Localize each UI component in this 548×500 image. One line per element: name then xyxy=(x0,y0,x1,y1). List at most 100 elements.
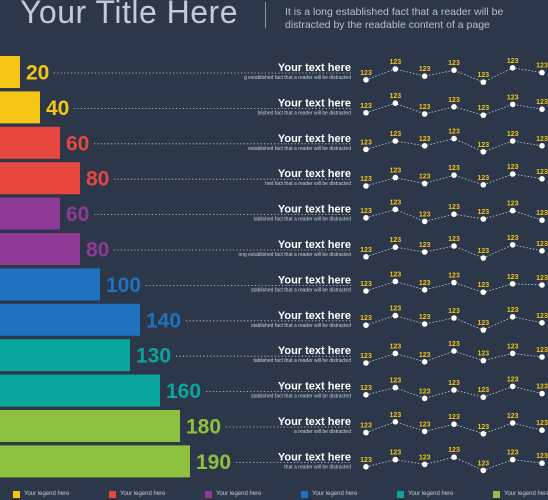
sparkline-point xyxy=(539,460,545,467)
sparkline-point xyxy=(392,66,399,72)
sparkline-point xyxy=(451,315,457,321)
bar-value-label: 80 xyxy=(86,239,109,262)
sparkline-point xyxy=(363,464,369,470)
legend-label: Your legend here xyxy=(312,491,358,497)
sparkline-point xyxy=(480,467,487,474)
sparkline-point-label: 123 xyxy=(448,204,460,211)
bar-7 xyxy=(0,268,100,301)
bar-value-label: 190 xyxy=(196,451,231,474)
sparkline-point-label: 123 xyxy=(507,164,519,171)
sparkline-point xyxy=(392,244,399,250)
sparkline-point xyxy=(363,77,369,83)
legend-label: Your legend here xyxy=(216,491,262,497)
row-title: Your text here xyxy=(278,168,351,180)
sparkline-point xyxy=(392,138,399,144)
sparkline-point xyxy=(421,287,428,293)
sparkline-point-label: 123 xyxy=(389,378,401,385)
row-subtitle: stablished fact that a reader will be di… xyxy=(251,394,351,400)
sparkline-point-label: 123 xyxy=(389,59,401,66)
sparkline-point xyxy=(392,278,399,285)
sparkline-point-label: 123 xyxy=(507,235,519,242)
sparkline-point-label: 123 xyxy=(389,93,401,100)
sparkline-point xyxy=(392,350,399,357)
sparkline-point xyxy=(539,427,545,434)
sparkline-point-label: 123 xyxy=(419,314,431,321)
sparkline-point-label: 123 xyxy=(448,341,460,348)
sparkline-point-label: 123 xyxy=(507,450,519,457)
sparkline-point xyxy=(509,138,516,144)
row-title: Your text here xyxy=(278,204,351,216)
bar-10 xyxy=(0,374,160,407)
row-subtitle: blished fact that a reader will be distr… xyxy=(258,110,352,116)
bar-8 xyxy=(0,303,140,336)
bar-9 xyxy=(0,339,130,372)
sparkline-point xyxy=(509,242,516,248)
sparkline-point xyxy=(480,182,487,188)
page-title: Your Title Here xyxy=(20,0,238,30)
sparkline-point-label: 123 xyxy=(507,376,519,383)
legend-label: Your legend here xyxy=(120,491,166,497)
sparkline-point-label: 123 xyxy=(477,320,489,327)
legend-label: Your legend here xyxy=(504,491,548,497)
sparkline-point xyxy=(539,143,545,149)
page-subtitle: It is a long established fact that a rea… xyxy=(285,6,504,31)
sparkline-point-label: 123 xyxy=(448,414,460,421)
sparkline-point-label: 123 xyxy=(389,131,401,138)
sparkline-point-label: 123 xyxy=(448,447,460,454)
legend: Your legend here Your legend here Your leg… xyxy=(0,490,548,500)
row-title: Your text here xyxy=(278,133,351,145)
sparkline-point-label: 123 xyxy=(360,385,372,392)
sparkline-point-label: 123 xyxy=(389,343,401,350)
sparkline-point-label: 123 xyxy=(389,450,401,457)
bar-value-label: 180 xyxy=(186,416,221,439)
sparkline-point-label: 123 xyxy=(536,210,548,217)
sparkline-point-label: 123 xyxy=(536,313,548,320)
sparkline-point xyxy=(392,174,399,181)
row-title: Your text here xyxy=(278,62,351,74)
bar-value-label: 60 xyxy=(66,132,89,155)
legend-swatch xyxy=(205,491,212,498)
sparkline-point-label: 123 xyxy=(507,201,519,208)
sparkline-point xyxy=(421,428,428,435)
sparkline-point xyxy=(539,248,545,254)
sparkline-point xyxy=(509,420,516,426)
sparkline-point xyxy=(421,321,428,327)
sparkline-point-label: 123 xyxy=(419,421,431,428)
sparkline-point-label: 123 xyxy=(360,457,372,464)
sparkline-point-label: 123 xyxy=(360,423,372,430)
sparkline-point xyxy=(421,143,428,149)
legend-label: Your legend here xyxy=(24,491,70,497)
sparkline-point xyxy=(421,180,428,187)
bar-value-label: 60 xyxy=(66,203,89,226)
sparkline-point xyxy=(421,249,428,255)
sparkline-point xyxy=(451,454,457,461)
sparkline-point-label: 123 xyxy=(360,176,372,183)
sparkline-point xyxy=(451,243,457,249)
sparkline-point xyxy=(509,101,516,108)
sparkline-point xyxy=(451,172,457,178)
sparkline-point-label: 123 xyxy=(360,208,372,215)
sparkline-point xyxy=(451,387,457,393)
sparkline-point xyxy=(509,456,516,463)
sparkline-point-label: 123 xyxy=(477,460,489,467)
sparkline-point xyxy=(363,322,369,329)
sparkline-point-label: 123 xyxy=(448,97,460,104)
sparkline-point xyxy=(451,279,457,286)
sparkline-point xyxy=(363,146,369,153)
sparkline-point-label: 123 xyxy=(477,282,489,289)
sparkline-point xyxy=(363,429,369,436)
legend-swatch xyxy=(13,491,20,498)
sparkline-point-label: 123 xyxy=(477,105,489,112)
sparkline-point xyxy=(539,354,545,360)
row-subtitle: ong established fact that a reader will … xyxy=(238,252,351,258)
sparkline-point-label: 123 xyxy=(360,70,372,77)
sparkline-point-label: 123 xyxy=(419,388,431,395)
sparkline-point xyxy=(509,383,516,390)
sparkline-point xyxy=(421,73,428,79)
sparkline-point-label: 123 xyxy=(360,281,372,288)
sparkline-point xyxy=(451,421,457,428)
sparkline-point-label: 123 xyxy=(536,453,548,460)
sparkline-point-label: 123 xyxy=(536,169,548,176)
bar-5 xyxy=(0,197,60,230)
legend-label: Your legend here xyxy=(408,491,454,497)
